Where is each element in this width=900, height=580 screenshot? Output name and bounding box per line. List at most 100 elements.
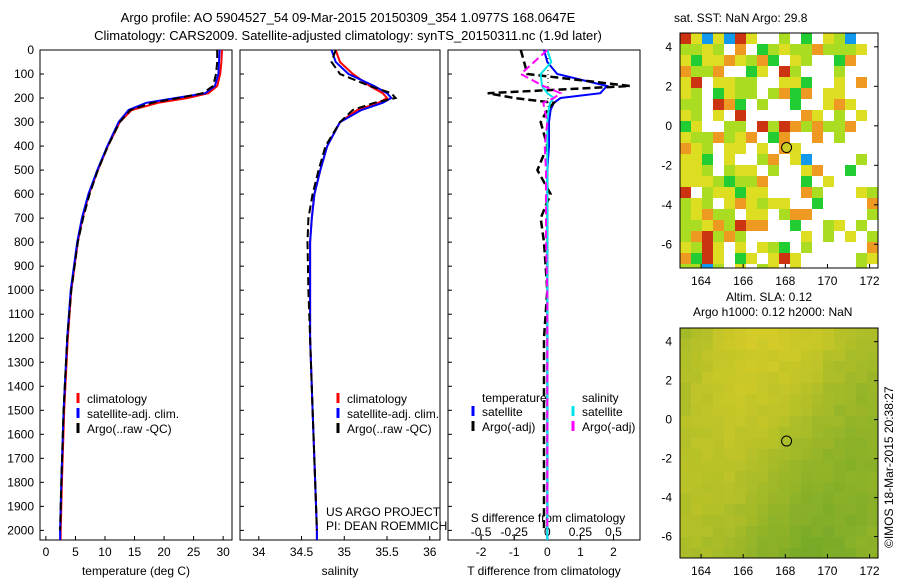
map-cell	[856, 264, 867, 268]
map-cell	[735, 416, 746, 427]
map-cell	[867, 548, 878, 558]
s-tick-label: -0.5	[471, 525, 492, 539]
map-cell	[702, 526, 713, 537]
y-tick-label: 1200	[7, 331, 34, 345]
series-line-t-argo-adj-	[487, 49, 631, 531]
x-tick-label: 35	[338, 545, 352, 559]
y-tick-label: 100	[14, 67, 34, 81]
map-cell	[823, 493, 834, 504]
map-cell	[746, 471, 757, 482]
map-cell	[735, 339, 746, 350]
map-cell	[834, 339, 845, 350]
map-cell	[790, 460, 801, 471]
map-cell	[779, 438, 790, 449]
map-cell	[713, 328, 724, 339]
map-cell	[680, 350, 691, 361]
map-cell	[713, 176, 724, 187]
map-cell	[713, 416, 724, 427]
map-cell	[735, 242, 746, 253]
map-cell	[724, 460, 735, 471]
map-cell	[801, 383, 812, 394]
map-cell	[713, 361, 724, 372]
map-cell	[845, 44, 856, 55]
map-cell	[801, 33, 812, 44]
legend-item: satellite-adj. clim.	[347, 407, 439, 421]
title-line-1: Argo profile: AO 5904527_54 09-Mar-2015 …	[121, 10, 576, 25]
map-cell	[768, 264, 779, 268]
sla-map-title-1: Altim. SLA: 0.12	[726, 290, 812, 304]
map-cell	[834, 504, 845, 515]
map-cell	[702, 482, 713, 493]
map-cell	[768, 55, 779, 66]
map-cell	[702, 460, 713, 471]
map-cell	[867, 427, 878, 438]
map-cell	[746, 132, 757, 143]
map-cell	[746, 55, 757, 66]
map-cell	[867, 449, 878, 460]
map-cell	[691, 504, 702, 515]
map-cell	[691, 328, 702, 339]
map-cell	[757, 187, 768, 198]
map-cell	[757, 372, 768, 383]
map-cell	[812, 187, 823, 198]
map-cell	[691, 471, 702, 482]
map-cell	[768, 537, 779, 548]
map-cell	[746, 339, 757, 350]
map-cell	[768, 526, 779, 537]
map-cell	[867, 537, 878, 548]
map-cell	[845, 383, 856, 394]
map-cell	[691, 482, 702, 493]
map-cell	[867, 339, 878, 350]
map-cell	[691, 77, 702, 88]
map-cell	[812, 361, 823, 372]
map-cell	[768, 493, 779, 504]
map-cell	[867, 383, 878, 394]
map-cell	[724, 372, 735, 383]
map-cell	[801, 242, 812, 253]
map-cell	[845, 537, 856, 548]
map-cell	[768, 242, 779, 253]
map-cell	[823, 482, 834, 493]
map-cell	[856, 405, 867, 416]
map-cell	[823, 471, 834, 482]
map-cell	[867, 209, 878, 220]
map-cell	[790, 405, 801, 416]
map-cell	[779, 198, 790, 209]
map-cell	[746, 328, 757, 339]
map-cell	[735, 548, 746, 558]
map-cell	[845, 121, 856, 132]
map-cell	[801, 482, 812, 493]
map-cell	[845, 361, 856, 372]
map-cell	[746, 176, 757, 187]
map-cell	[713, 449, 724, 460]
map-cell	[691, 427, 702, 438]
map-cell	[724, 548, 735, 558]
map-cell	[735, 394, 746, 405]
map-cell	[724, 132, 735, 143]
map-cell	[768, 121, 779, 132]
map-cell	[757, 427, 768, 438]
map-cell	[724, 77, 735, 88]
map-cell	[713, 253, 724, 264]
map-cell	[735, 537, 746, 548]
map-cell	[867, 526, 878, 537]
y-tick-label: 200	[14, 91, 34, 105]
map-cell	[746, 548, 757, 558]
map-cell	[713, 372, 724, 383]
lon-tick-label: 166	[733, 274, 753, 288]
map-frame	[679, 327, 879, 559]
map-cell	[801, 493, 812, 504]
map-cell	[856, 394, 867, 405]
x-tick-label: 15	[128, 545, 142, 559]
map-cell	[779, 548, 790, 558]
map-cell	[779, 383, 790, 394]
map-cell	[768, 504, 779, 515]
map-cell	[702, 231, 713, 242]
map-cell	[812, 482, 823, 493]
lon-tick-label: 170	[817, 274, 837, 288]
map-cell	[845, 165, 856, 176]
map-cell	[768, 471, 779, 482]
map-cell	[790, 482, 801, 493]
map-cell	[691, 438, 702, 449]
lat-tick-label: 0	[665, 119, 672, 133]
